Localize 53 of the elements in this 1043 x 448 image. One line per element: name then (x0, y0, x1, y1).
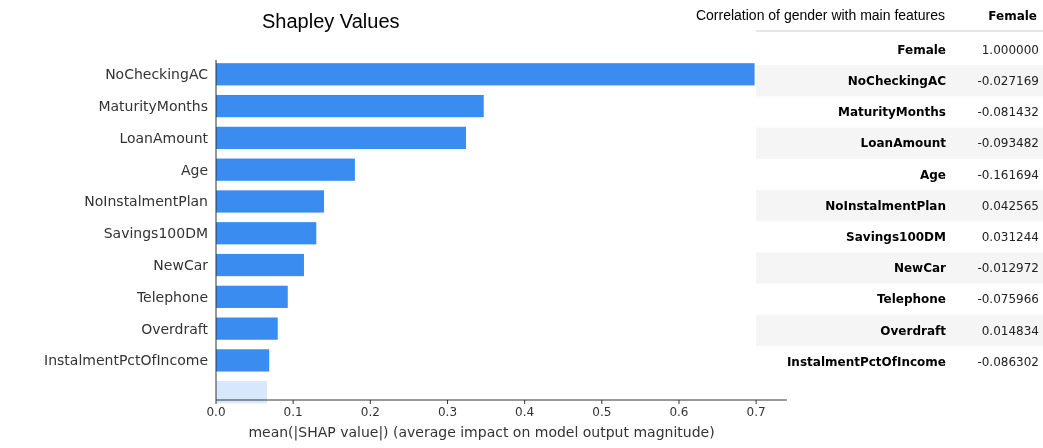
text: -0.027169 (977, 74, 1039, 88)
text: Correlation of gender with main features (695, 7, 945, 23)
text: 1.000000 (981, 42, 1039, 57)
x-tick-label: 0.7 (746, 405, 766, 419)
x-tick-label: 0.1 (283, 405, 303, 419)
text: 0.042565 (981, 198, 1039, 213)
x-axis-title: mean(|SHAP value|) (average impact on model output magnitude) (248, 424, 715, 441)
bar (216, 94, 484, 118)
text: -0.075966 (977, 292, 1039, 307)
text: -0.012972 (977, 261, 1039, 276)
category-label: Female (897, 42, 946, 57)
y-tick-label: InstalmentPctOfIncome (44, 352, 208, 369)
y-tick-label: Savings100DM (103, 225, 208, 242)
text: -0.161694 (977, 167, 1039, 182)
y-tick-label: LoanAmount (119, 129, 209, 146)
y-tick-label: Age (180, 161, 208, 178)
x-tick-label: 0.5 (592, 405, 612, 419)
category-label: InstalmentPctOfIncome (786, 354, 946, 369)
bar (216, 158, 355, 181)
y-tick-label: NoInstalmentPlan (84, 193, 208, 210)
category-label: LoanAmount (860, 136, 947, 151)
bar (216, 285, 288, 308)
category-label: Savings100DM (846, 230, 946, 244)
y-tick-label: MaturityMonths (98, 97, 208, 114)
x-tick-label: 0.4 (515, 405, 535, 419)
text: -0.081432 (977, 105, 1039, 120)
y-tick-label: NoCheckingAC (105, 66, 209, 83)
x-tick-label: 0.6 (669, 405, 689, 419)
category-label: NewCar (893, 261, 947, 276)
category-label: NoInstalmentPlan (825, 198, 946, 213)
y-tick-label: Overdraft (141, 320, 209, 337)
text: -0.086302 (977, 354, 1039, 369)
bar (216, 253, 304, 277)
category-label: Telephone (876, 292, 946, 307)
category-label: Overdraft (880, 323, 947, 338)
x-tick-label: 0.0 (206, 405, 226, 419)
bar (216, 222, 317, 245)
text: 0.014834 (981, 323, 1039, 338)
category-label: NoCheckingAC (847, 74, 947, 88)
bar (216, 349, 270, 372)
category-label: Age (919, 167, 946, 182)
chart-title: Shapley Values (262, 10, 400, 32)
text: 0.031244 (981, 230, 1039, 244)
x-tick-label: 0.2 (360, 405, 380, 419)
y-tick-label: Telephone (135, 288, 208, 305)
x-tick-label: 0.3 (437, 405, 458, 419)
y-tick-label: NewCar (153, 256, 209, 273)
text: Female (988, 9, 1037, 23)
bar (216, 126, 467, 150)
category-label: MaturityMonths (837, 105, 946, 120)
bar (216, 317, 278, 340)
text: -0.093482 (977, 136, 1039, 151)
bar (216, 190, 325, 213)
